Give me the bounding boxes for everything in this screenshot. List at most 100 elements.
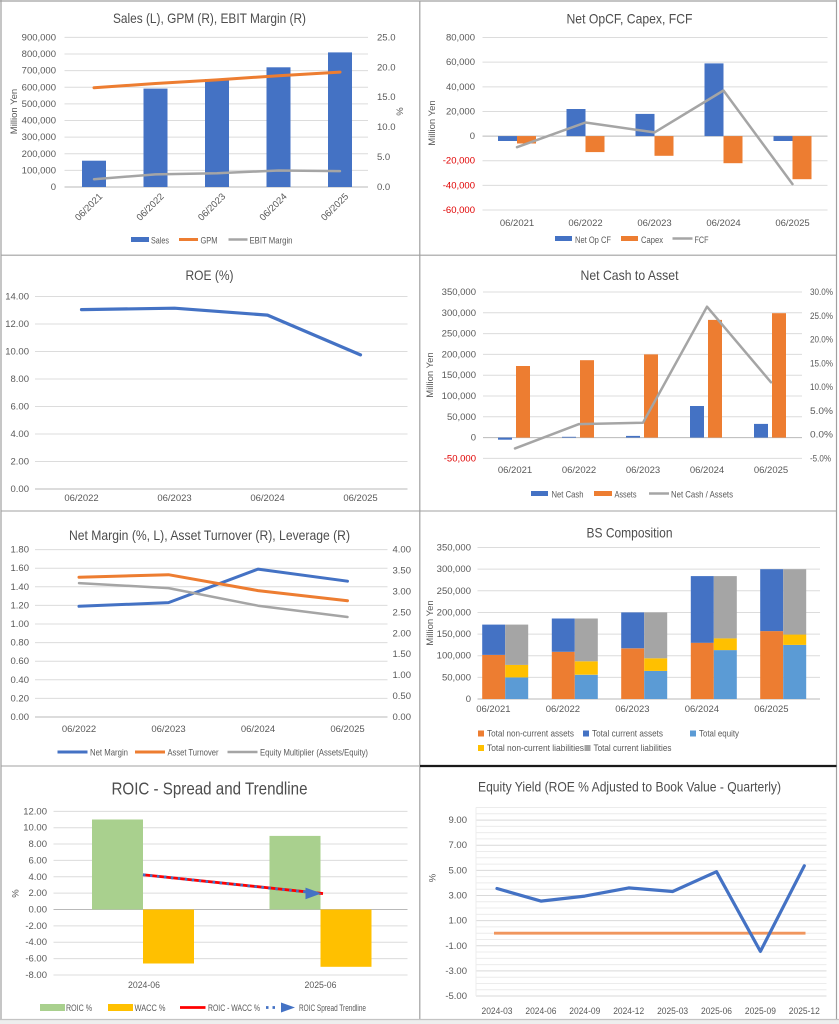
svg-text:Total non-current liabilities: Total non-current liabilities <box>487 743 584 753</box>
svg-text:Million Yen: Million Yen <box>9 89 20 134</box>
svg-text:06/2023: 06/2023 <box>157 493 191 504</box>
svg-text:900,000: 900,000 <box>22 32 56 43</box>
svg-text:GPM: GPM <box>201 236 218 247</box>
svg-text:200,000: 200,000 <box>442 349 476 360</box>
svg-text:Net Margin: Net Margin <box>90 748 128 759</box>
svg-text:06/2024: 06/2024 <box>706 218 740 229</box>
svg-text:20,000: 20,000 <box>446 106 475 117</box>
svg-text:06/2025: 06/2025 <box>330 724 364 735</box>
svg-text:2025-03: 2025-03 <box>657 1006 688 1016</box>
svg-text:2025-06: 2025-06 <box>701 1006 732 1016</box>
svg-text:6.00: 6.00 <box>29 855 48 866</box>
svg-text:%: % <box>428 873 439 882</box>
svg-text:06/2023: 06/2023 <box>626 465 660 476</box>
svg-text:1.20: 1.20 <box>11 600 30 611</box>
svg-text:2024-03: 2024-03 <box>482 1006 513 1016</box>
svg-text:15.0%: 15.0% <box>810 358 833 369</box>
svg-text:4.00: 4.00 <box>29 872 48 883</box>
svg-text:1.40: 1.40 <box>11 582 30 593</box>
svg-text:06/2025: 06/2025 <box>775 218 809 229</box>
svg-text:2024-06: 2024-06 <box>525 1006 556 1016</box>
svg-text:3.00: 3.00 <box>449 890 468 901</box>
svg-text:06/2024: 06/2024 <box>241 724 275 735</box>
svg-text:ROE (%): ROE (%) <box>186 267 234 283</box>
svg-text:-8.00: -8.00 <box>25 970 47 981</box>
svg-text:06/2024: 06/2024 <box>250 493 284 504</box>
svg-text:6.00: 6.00 <box>11 402 30 413</box>
svg-text:50,000: 50,000 <box>447 412 476 423</box>
svg-text:%: % <box>395 107 406 116</box>
svg-text:FCF: FCF <box>695 235 709 246</box>
svg-text:350,000: 350,000 <box>437 543 471 554</box>
svg-text:06/2023: 06/2023 <box>615 704 649 715</box>
svg-text:12.00: 12.00 <box>5 319 29 330</box>
svg-text:1.60: 1.60 <box>11 563 30 574</box>
svg-text:2025-06: 2025-06 <box>305 980 337 991</box>
svg-text:WACC %: WACC % <box>135 1003 166 1014</box>
svg-text:1.00: 1.00 <box>11 619 30 630</box>
svg-text:100,000: 100,000 <box>22 165 56 176</box>
svg-text:150,000: 150,000 <box>437 629 471 640</box>
svg-text:50,000: 50,000 <box>442 672 471 683</box>
svg-text:ROIC %: ROIC % <box>66 1003 92 1014</box>
svg-text:0.00: 0.00 <box>11 712 30 723</box>
svg-text:-50,000: -50,000 <box>444 453 476 464</box>
svg-text:100,000: 100,000 <box>437 651 471 662</box>
svg-text:Assets: Assets <box>615 490 637 501</box>
svg-text:0.00: 0.00 <box>393 712 412 723</box>
svg-text:1.00: 1.00 <box>449 916 468 927</box>
svg-text:06/2021: 06/2021 <box>500 218 534 229</box>
svg-text:BS Composition: BS Composition <box>587 525 673 541</box>
svg-text:Sales: Sales <box>151 236 169 247</box>
svg-text:-3.00: -3.00 <box>445 966 467 977</box>
svg-text:Million Yen: Million Yen <box>427 100 438 145</box>
svg-text:0.50: 0.50 <box>393 691 412 702</box>
svg-text:2024-06: 2024-06 <box>128 980 160 991</box>
svg-text:Net Op CF: Net Op CF <box>575 235 611 246</box>
svg-text:Total non-current assets: Total non-current assets <box>487 729 574 739</box>
svg-text:06/2022: 06/2022 <box>568 218 602 229</box>
svg-text:0: 0 <box>470 131 475 142</box>
svg-text:2.50: 2.50 <box>393 607 412 618</box>
svg-text:1.00: 1.00 <box>393 670 412 681</box>
svg-text:600,000: 600,000 <box>22 82 56 93</box>
svg-text:40,000: 40,000 <box>446 82 475 93</box>
svg-text:200,000: 200,000 <box>437 607 471 618</box>
svg-text:60,000: 60,000 <box>446 57 475 68</box>
svg-text:2.00: 2.00 <box>29 888 48 899</box>
svg-text:-5.0%: -5.0% <box>810 453 831 464</box>
svg-text:2024-09: 2024-09 <box>569 1006 600 1016</box>
svg-text:Million Yen: Million Yen <box>425 352 436 397</box>
svg-text:7.00: 7.00 <box>449 840 468 851</box>
svg-text:ROIC Spread Trendline: ROIC Spread Trendline <box>299 1003 366 1014</box>
svg-text:0: 0 <box>51 182 56 193</box>
svg-text:9.00: 9.00 <box>449 815 468 826</box>
svg-text:4.00: 4.00 <box>393 545 412 556</box>
svg-text:250,000: 250,000 <box>437 586 471 597</box>
svg-text:300,000: 300,000 <box>442 308 476 319</box>
svg-text:0: 0 <box>471 433 476 444</box>
svg-text:Equity Multiplier (Assets/Equi: Equity Multiplier (Assets/Equity) <box>260 748 368 759</box>
svg-text:4.00: 4.00 <box>11 429 30 440</box>
svg-text:2.00: 2.00 <box>393 628 412 639</box>
svg-text:10.0: 10.0 <box>377 122 396 133</box>
svg-text:0.60: 0.60 <box>11 656 30 667</box>
svg-text:Asset Turnover: Asset Turnover <box>168 748 219 759</box>
svg-text:5.00: 5.00 <box>449 865 468 876</box>
svg-text:1.50: 1.50 <box>393 649 412 660</box>
svg-text:2025-09: 2025-09 <box>745 1006 776 1016</box>
svg-text:300,000: 300,000 <box>437 564 471 575</box>
svg-text:0.0%: 0.0% <box>810 430 834 441</box>
svg-text:06/2025: 06/2025 <box>343 493 377 504</box>
svg-text:80,000: 80,000 <box>446 33 475 44</box>
svg-text:Sales (L), GPM (R), EBIT Margi: Sales (L), GPM (R), EBIT Margin (R) <box>113 10 306 26</box>
svg-text:Net Cash to Asset: Net Cash to Asset <box>581 267 679 283</box>
svg-text:20.0%: 20.0% <box>810 335 833 346</box>
svg-text:0.00: 0.00 <box>11 484 30 495</box>
svg-text:8.00: 8.00 <box>11 374 30 385</box>
svg-text:15.0: 15.0 <box>377 92 396 103</box>
svg-text:20.0: 20.0 <box>377 62 396 73</box>
svg-text:Net Margin (%, L), Asset Turno: Net Margin (%, L), Asset Turnover (R), L… <box>69 527 350 543</box>
svg-text:30.0%: 30.0% <box>810 287 833 298</box>
svg-text:0.00: 0.00 <box>29 905 48 916</box>
